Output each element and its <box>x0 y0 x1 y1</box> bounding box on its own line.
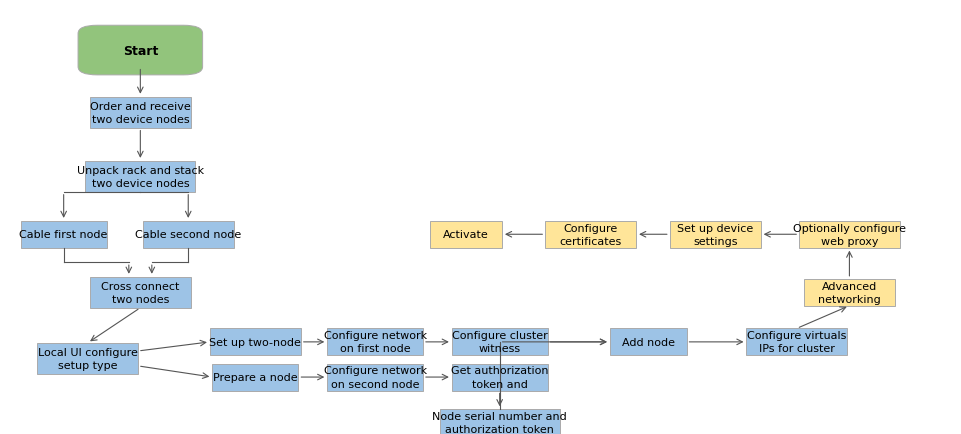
Text: Prepare a node: Prepare a node <box>213 372 298 382</box>
Text: Configure network
on first node: Configure network on first node <box>324 331 427 354</box>
Text: Unpack rack and stack
two device nodes: Unpack rack and stack two device nodes <box>77 165 204 188</box>
FancyBboxPatch shape <box>78 26 203 76</box>
Text: Order and receive
two device nodes: Order and receive two device nodes <box>90 101 190 125</box>
FancyBboxPatch shape <box>90 277 190 308</box>
FancyBboxPatch shape <box>212 364 299 391</box>
FancyBboxPatch shape <box>327 329 423 355</box>
FancyBboxPatch shape <box>37 343 138 374</box>
Text: Advanced
networking: Advanced networking <box>818 281 881 304</box>
Text: Get authorization
token and: Get authorization token and <box>451 365 549 389</box>
FancyBboxPatch shape <box>800 221 899 248</box>
FancyBboxPatch shape <box>610 329 686 355</box>
FancyBboxPatch shape <box>804 279 895 306</box>
FancyBboxPatch shape <box>90 97 190 128</box>
Text: Node serial number and
authorization token: Node serial number and authorization tok… <box>432 411 567 434</box>
Text: Add node: Add node <box>622 337 675 347</box>
FancyBboxPatch shape <box>452 329 548 355</box>
Text: Optionally configure
web proxy: Optionally configure web proxy <box>793 223 906 246</box>
FancyBboxPatch shape <box>20 221 107 248</box>
Text: Cross connect
two nodes: Cross connect two nodes <box>101 281 180 304</box>
Text: Configure virtuals
IPs for cluster: Configure virtuals IPs for cluster <box>747 331 847 354</box>
Text: Set up two-node: Set up two-node <box>209 337 301 347</box>
FancyBboxPatch shape <box>86 161 195 192</box>
Text: Cable second node: Cable second node <box>136 230 241 240</box>
Text: Cable first node: Cable first node <box>19 230 108 240</box>
FancyBboxPatch shape <box>440 409 559 434</box>
FancyBboxPatch shape <box>452 364 548 391</box>
Text: Set up device
settings: Set up device settings <box>678 223 753 246</box>
Text: Activate: Activate <box>443 230 489 240</box>
FancyBboxPatch shape <box>143 221 234 248</box>
FancyBboxPatch shape <box>327 364 423 391</box>
Text: Configure network
on second node: Configure network on second node <box>324 365 427 389</box>
FancyBboxPatch shape <box>747 329 847 355</box>
Text: Local UI configure
setup type: Local UI configure setup type <box>37 347 137 370</box>
FancyBboxPatch shape <box>209 329 301 355</box>
Text: Start: Start <box>123 44 158 57</box>
FancyBboxPatch shape <box>545 221 636 248</box>
Text: Configure
certificates: Configure certificates <box>559 223 622 246</box>
FancyBboxPatch shape <box>670 221 761 248</box>
FancyBboxPatch shape <box>431 221 502 248</box>
Text: Configure cluster
witness: Configure cluster witness <box>452 331 548 354</box>
